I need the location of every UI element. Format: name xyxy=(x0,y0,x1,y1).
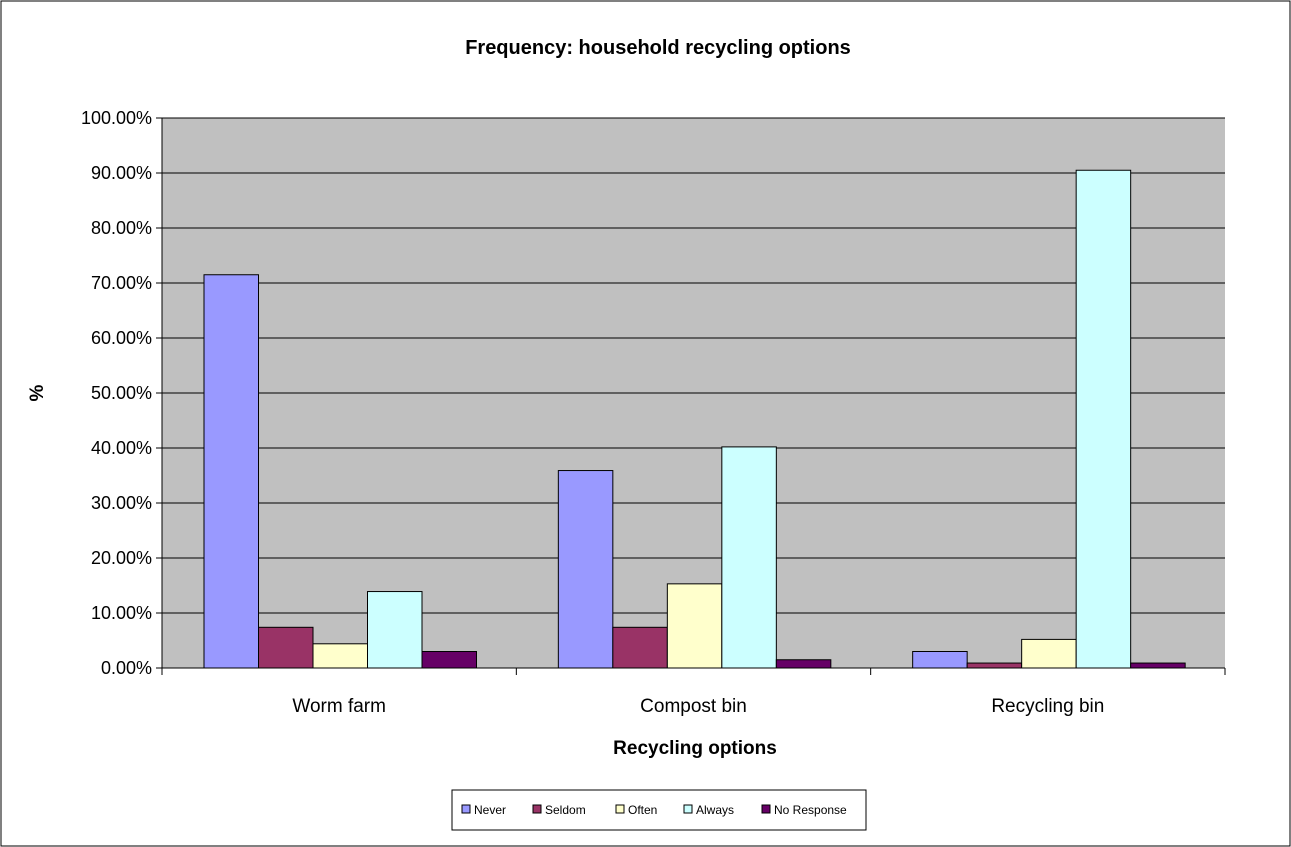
gridlines xyxy=(162,117,1225,614)
bar-recycling-bin-often xyxy=(1021,638,1077,669)
legend-label-seldom: Seldom xyxy=(545,803,586,817)
y-tick-label: 10.00% xyxy=(91,603,152,623)
y-tick-labels: 0.00% 10.00% 20.00% 30.00% 40.00% 50.00% 60.00… xyxy=(81,108,162,678)
legend-label-no-response: No Response xyxy=(774,803,847,817)
bar-compost-bin-never xyxy=(557,470,614,669)
bar-worm-farm-often xyxy=(312,643,368,669)
legend-swatch-often xyxy=(615,804,625,814)
bars xyxy=(203,169,1186,669)
y-tick-label: 100.00% xyxy=(81,108,152,128)
y-tick-label: 30.00% xyxy=(91,493,152,513)
y-tick-label: 70.00% xyxy=(91,273,152,293)
chart-title: Frequency: household recycling options xyxy=(465,37,851,59)
legend-swatch-seldom xyxy=(532,804,542,814)
bar-worm-farm-seldom xyxy=(258,626,314,669)
y-tick-label: 20.00% xyxy=(91,548,152,568)
legend-box xyxy=(451,789,867,831)
y-tick-label: 40.00% xyxy=(91,438,152,458)
bar-compost-bin-always xyxy=(721,446,777,669)
legend-swatch-always xyxy=(683,804,693,814)
x-category-label: Recycling bin xyxy=(991,696,1104,717)
legend-label-never: Never xyxy=(474,803,506,817)
x-category-labels: Worm farm Compost bin Recycling bin xyxy=(292,696,1104,717)
bar-worm-farm-no-response xyxy=(421,651,477,669)
legend-swatch-no-response xyxy=(761,804,771,814)
y-tick-label: 0.00% xyxy=(101,658,152,678)
x-axis-title: Recycling options xyxy=(613,738,777,759)
bar-recycling-bin-no-response xyxy=(1130,662,1186,669)
bar-compost-bin-often xyxy=(666,583,723,669)
bar-recycling-bin-never xyxy=(912,651,968,669)
legend-label-always: Always xyxy=(696,803,734,817)
y-tick-label: 50.00% xyxy=(91,383,152,403)
y-tick-label: 90.00% xyxy=(91,163,152,183)
x-category-label: Worm farm xyxy=(292,696,386,717)
legend-swatch-never xyxy=(461,804,471,814)
y-tick-label: 60.00% xyxy=(91,328,152,348)
bar-recycling-bin-seldom xyxy=(966,662,1023,669)
bar-worm-farm-always xyxy=(367,591,423,669)
legend-label-often: Often xyxy=(628,803,657,817)
bar-compost-bin-seldom xyxy=(612,626,668,669)
x-category-label: Compost bin xyxy=(640,696,747,717)
bar-compost-bin-no-response xyxy=(775,659,832,669)
y-axis-title: % xyxy=(27,384,48,401)
legend: Never Seldom Often Always No Response xyxy=(451,789,867,831)
bar-recycling-bin-always xyxy=(1075,169,1132,669)
y-tick-label: 80.00% xyxy=(91,218,152,238)
bar-worm-farm-never xyxy=(203,274,259,669)
